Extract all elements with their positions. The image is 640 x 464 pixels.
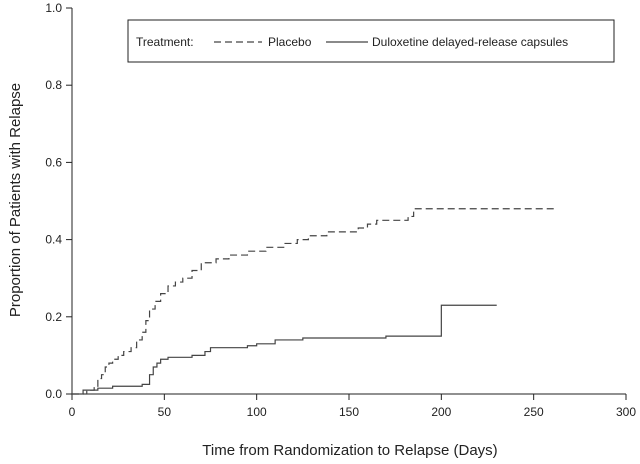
axes: 0 50 100 150 200 250 300 0.0 0.2 0.4 0.6 0.8 1.0 (45, 1, 636, 419)
legend-label-placebo: Placebo (268, 35, 312, 49)
legend: Treatment: Placebo Duloxetine delayed-re… (127, 19, 615, 63)
x-tick-label: 150 (339, 405, 359, 419)
y-tick-label: 0.8 (45, 78, 62, 92)
y-tick-label: 1.0 (45, 1, 62, 15)
y-tick-label: 0.2 (45, 310, 62, 324)
series-layer (72, 208, 556, 395)
legend-title: Treatment: (136, 35, 194, 49)
x-tick-label: 250 (524, 405, 544, 419)
legend-box (127, 19, 615, 63)
x-tick-label: 0 (69, 405, 76, 419)
y-axis-title: Proportion of Patients with Relapse (7, 83, 24, 317)
x-tick-label: 300 (616, 405, 636, 419)
legend-label-duloxetine: Duloxetine delayed-release capsules (372, 35, 568, 49)
series-placebo-line (72, 208, 556, 395)
y-tick-label: 0.6 (45, 155, 62, 169)
x-axis-title: Time from Randomization to Relapse (Days… (202, 442, 497, 459)
x-tick-label: 50 (158, 405, 172, 419)
y-tick-label: 0.4 (45, 233, 62, 247)
x-tick-label: 200 (431, 405, 451, 419)
x-tick-label: 100 (247, 405, 267, 419)
series-duloxetine-line (72, 304, 497, 395)
y-tick-label: 0.0 (45, 387, 62, 401)
